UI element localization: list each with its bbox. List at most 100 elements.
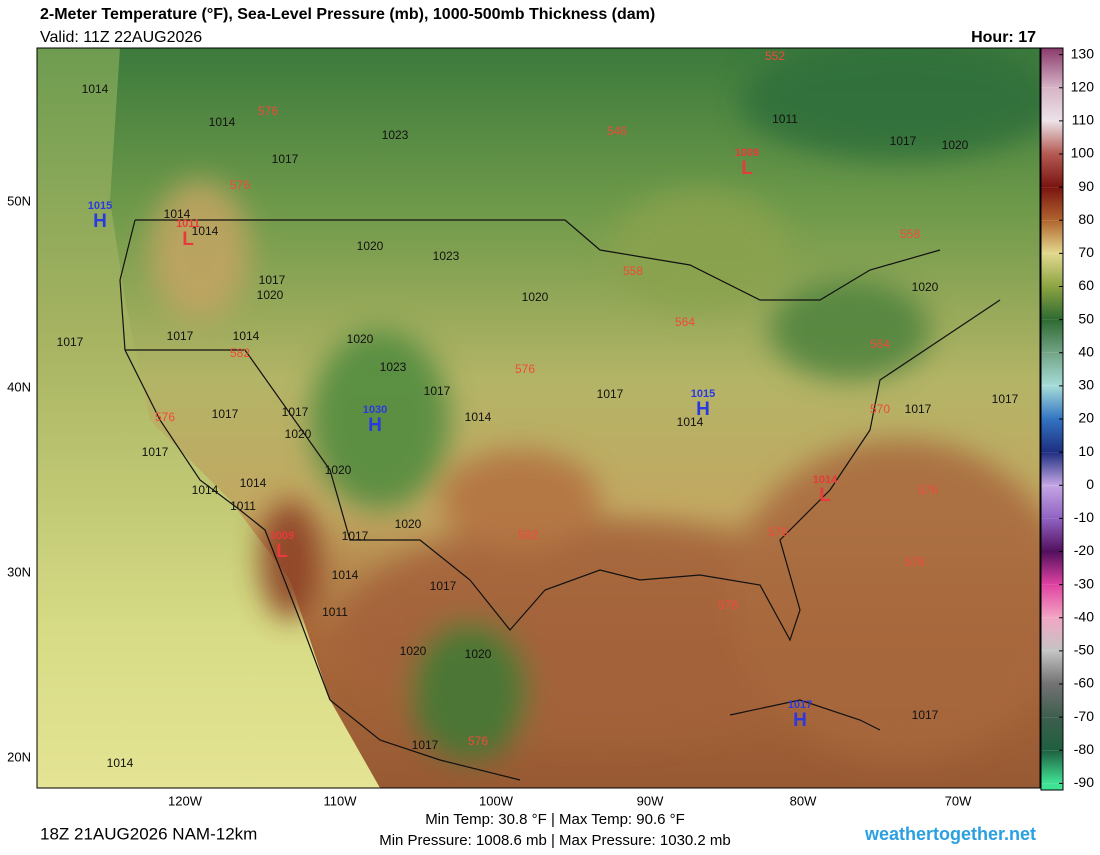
lon-label: 120W	[168, 793, 203, 808]
isobar-label: 1014	[240, 476, 267, 490]
isobar-label: 1020	[347, 332, 374, 346]
lat-label: 20N	[7, 749, 31, 764]
isobar-label: 1023	[380, 360, 407, 374]
colorbar-label: -50	[1074, 642, 1094, 658]
isobar-label: 1017	[142, 445, 169, 459]
colorbar-segment	[1041, 319, 1063, 353]
pressure-center-letter: H	[368, 415, 382, 436]
lat-label: 40N	[7, 379, 31, 394]
colorbar-segment	[1041, 518, 1063, 552]
colorbar-segment	[1041, 650, 1063, 684]
isobar-label: 1020	[357, 239, 384, 253]
isobar-label: 1023	[382, 128, 409, 142]
isobar-label: 1014	[677, 415, 704, 429]
colorbar-segment	[1041, 154, 1063, 188]
isobar-label: 1017	[992, 392, 1019, 406]
pressure-stats: Min Pressure: 1008.6 mb | Max Pressure: …	[379, 832, 731, 849]
colorbar-label: 110	[1072, 112, 1095, 128]
isobar-label: 1020	[257, 288, 284, 302]
colorbar-label: 0	[1086, 476, 1094, 492]
colorbar-segment	[1041, 87, 1063, 121]
isobar-label: 1017	[430, 579, 457, 593]
colorbar-segment	[1041, 584, 1063, 618]
thickness-label: 552	[765, 49, 785, 63]
pressure-center-value: 1009	[270, 530, 294, 542]
colorbar-segment	[1041, 551, 1063, 585]
isobar-label: 1020	[465, 647, 492, 661]
isobar-label: 1011	[230, 499, 256, 513]
colorbar-label: -90	[1074, 774, 1094, 790]
lon-label: 90W	[637, 793, 664, 808]
thickness-label: 558	[900, 227, 920, 241]
isobar-label: 1020	[400, 644, 427, 658]
colorbar-segment	[1041, 684, 1063, 718]
thickness-label: 570	[870, 402, 890, 416]
thickness-label: 576	[718, 598, 738, 612]
isobar-label: 1017	[890, 134, 917, 148]
isobar-label: 1017	[905, 402, 932, 416]
pressure-center-letter: L	[182, 229, 194, 250]
colorbar-label: -40	[1074, 608, 1094, 624]
valid-time: Valid: 11Z 22AUG2026	[40, 29, 202, 46]
colorbar-segment	[1041, 750, 1063, 784]
isobar-label: 1017	[342, 529, 369, 543]
colorbar-label: 100	[1071, 145, 1095, 161]
colorbar-label: -80	[1074, 741, 1094, 757]
colorbar-label: -30	[1074, 575, 1094, 591]
isobar-label: 1014	[164, 207, 191, 221]
isobar-label: 1017	[912, 708, 939, 722]
pressure-center-value: 1030	[363, 404, 387, 416]
pressure-center-letter: H	[793, 710, 807, 731]
colorbar-segment	[1041, 485, 1063, 519]
colorbar-segment	[1041, 783, 1063, 790]
isobar-label: 1014	[332, 568, 359, 582]
map-frame	[36, 47, 1041, 789]
pressure-center-value: 1014	[813, 474, 838, 486]
colorbar-segment	[1041, 717, 1063, 751]
thickness-label: 576	[515, 362, 535, 376]
isobar-label: 1014	[465, 410, 492, 424]
isobar-label: 1020	[285, 427, 312, 441]
thickness-label: 564	[675, 315, 695, 329]
site-name: weathertogether.net	[864, 824, 1036, 844]
colorbar-label: 130	[1071, 45, 1095, 61]
pressure-center-letter: H	[93, 211, 107, 232]
thickness-label: 576	[768, 525, 788, 539]
isobar-label: 1017	[57, 335, 84, 349]
lon-label: 100W	[479, 793, 514, 808]
colorbar-label: 30	[1078, 377, 1094, 393]
isobar-label: 1020	[325, 463, 352, 477]
isobar-label: 1017	[167, 329, 194, 343]
pressure-center-value: 1015	[691, 388, 715, 400]
lon-label: 110W	[324, 793, 358, 808]
colorbar-segment	[1041, 187, 1063, 221]
pressure-center-letter: H	[696, 399, 710, 420]
isobar-label: 1020	[942, 138, 969, 152]
colorbar-segment	[1041, 48, 1063, 88]
isobar-label: 1017	[424, 384, 451, 398]
forecast-hour: Hour: 17	[971, 29, 1036, 46]
thickness-label: 558	[623, 264, 643, 278]
colorbar-label: 50	[1078, 310, 1094, 326]
colorbar-label: 90	[1078, 178, 1094, 194]
isobar-label: 1020	[522, 290, 549, 304]
isobar-label: 1017	[282, 405, 309, 419]
isobar-label: 1017	[272, 152, 299, 166]
thickness-label: 582	[518, 528, 538, 542]
pressure-center-letter: L	[819, 485, 831, 506]
pressure-center-letter: L	[276, 541, 288, 562]
thickness-label: 546	[607, 124, 627, 138]
thickness-label: 576	[258, 104, 278, 118]
colorbar-label: -60	[1074, 675, 1094, 691]
colorbar-segment	[1041, 120, 1063, 154]
colorbar-segment	[1041, 452, 1063, 486]
thickness-label: 576	[918, 483, 938, 497]
isobar-label: 1014	[209, 115, 236, 129]
isobar-label: 1020	[395, 517, 422, 531]
colorbar-label: 60	[1078, 277, 1094, 293]
colorbar-segment	[1041, 220, 1063, 254]
title: 2-Meter Temperature (°F), Sea-Level Pres…	[40, 6, 655, 23]
pressure-center-value: 1015	[88, 200, 112, 212]
lat-label: 50N	[7, 193, 31, 208]
